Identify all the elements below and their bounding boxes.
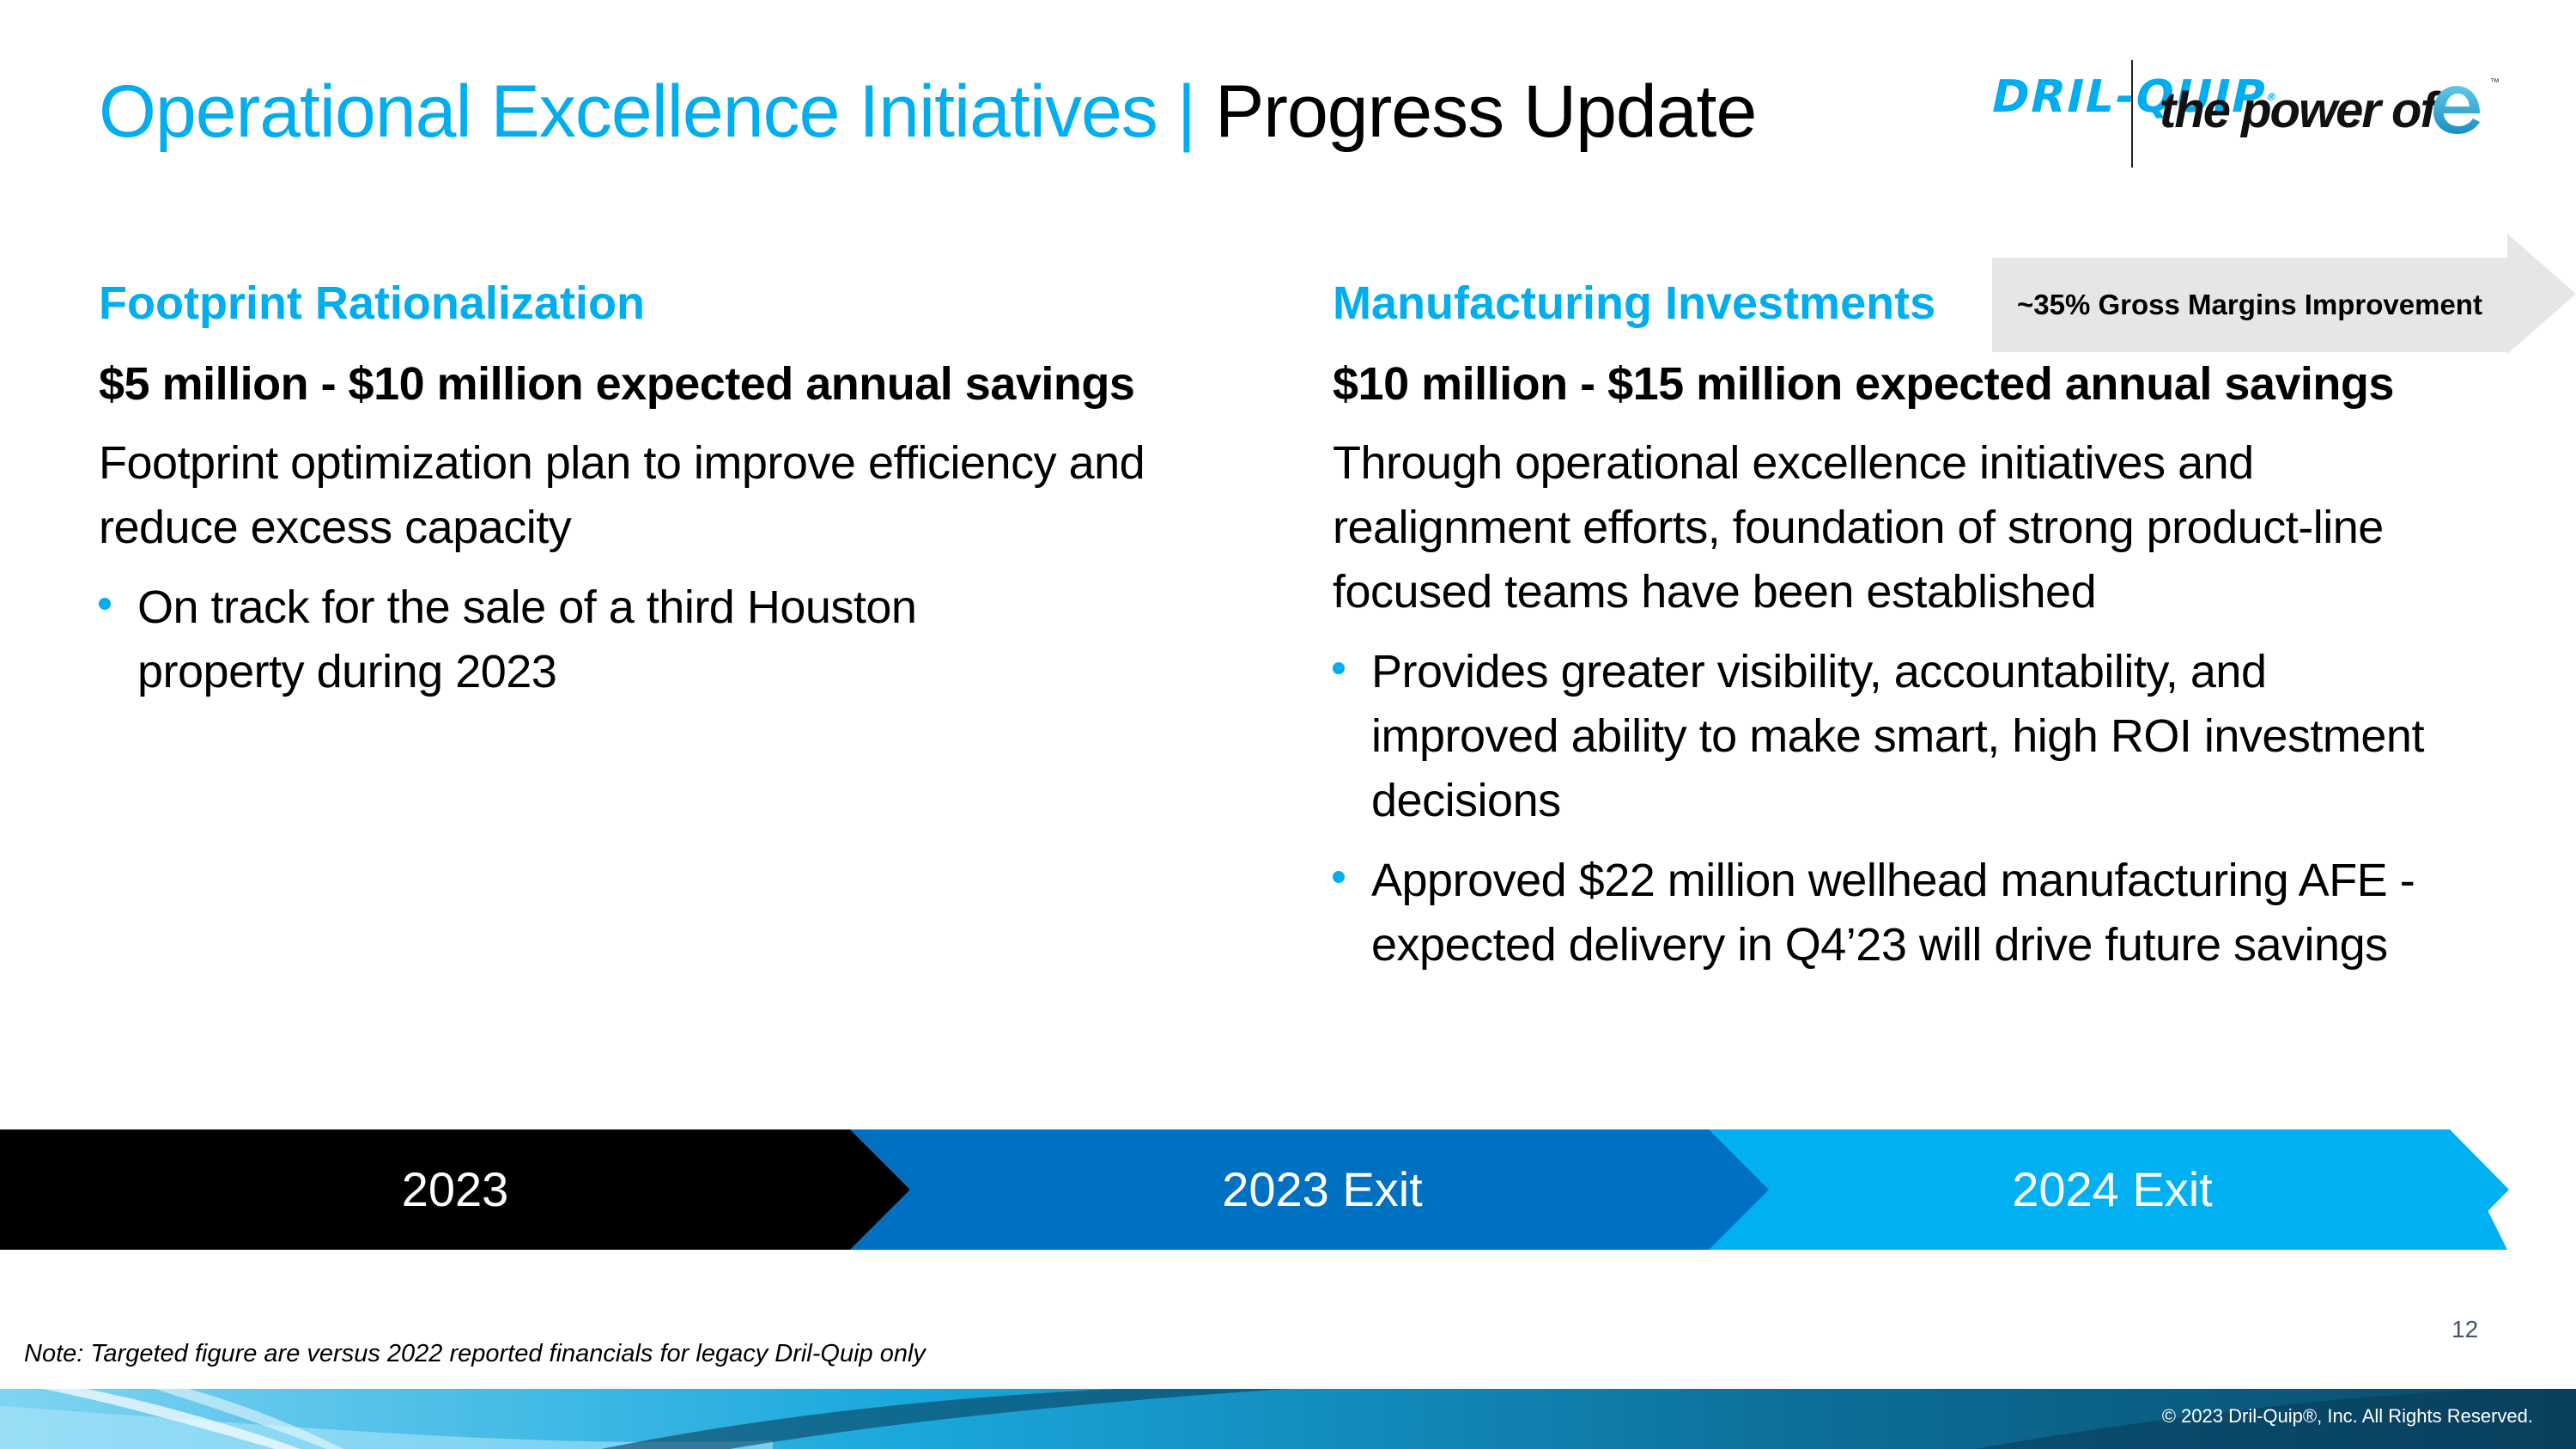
section-heading: Manufacturing Investments xyxy=(1333,277,1936,329)
bullet-list: On track for the sale of a third Houston… xyxy=(99,575,1060,704)
logo-divider xyxy=(2131,60,2133,167)
company-logo: DRIL-QUIP® the power of ™ xyxy=(1984,60,2516,172)
bullet-item: Approved $22 million wellhead manufactur… xyxy=(1333,849,2449,977)
savings-summary: $10 million - $15 million expected annua… xyxy=(1333,358,2394,410)
e-logo-icon xyxy=(2433,86,2480,134)
timeline-stage-2024-exit: 2024 Exit xyxy=(2012,1162,2213,1216)
timeline-bar: 2023 2023 Exit 2024 Exit xyxy=(0,1129,2576,1250)
bullet-item: On track for the sale of a third Houston… xyxy=(99,575,1060,704)
bullet-list: Provides greater visibility, accountabil… xyxy=(1333,640,2449,977)
section-description: Footprint optimization plan to improve e… xyxy=(99,437,1145,553)
section-description: Through operational excellence initiativ… xyxy=(1333,437,2384,618)
savings-summary: $5 million - $10 million expected annual… xyxy=(99,358,1135,410)
bullet-item: Provides greater visibility, accountabil… xyxy=(1333,640,2449,833)
bullet-text: On track for the sale of a third Houston… xyxy=(137,581,917,697)
page-number: 12 xyxy=(2451,1316,2479,1342)
margin-callout-arrow xyxy=(1992,234,2576,354)
bullet-text: Approved $22 million wellhead manufactur… xyxy=(1371,855,2415,971)
logo-tagline: the power of xyxy=(2160,82,2437,138)
footprint-section: Footprint Rationalization $5 million - $… xyxy=(99,273,1241,720)
bullet-icon xyxy=(99,598,111,610)
title-sub: Progress Update xyxy=(1214,70,1757,153)
title-separator: | xyxy=(1176,70,1196,153)
bullet-icon xyxy=(1333,662,1345,674)
timeline-stage-2023-exit: 2023 Exit xyxy=(1222,1162,1423,1216)
trademark: ™ xyxy=(2490,77,2500,88)
title-main: Operational Excellence Initiatives xyxy=(99,70,1158,153)
slide-title: Operational Excellence Initiatives | Pro… xyxy=(99,60,1757,163)
timeline-chevrons xyxy=(0,1129,2509,1250)
margin-callout-text: ~35% Gross Margins Improvement xyxy=(2017,289,2482,320)
footer-decorative-band xyxy=(0,1389,2576,1449)
footnote: Note: Targeted figure are versus 2022 re… xyxy=(24,1340,926,1367)
timeline-stage-2023: 2023 xyxy=(401,1162,509,1216)
manufacturing-section: Manufacturing Investments $10 million - … xyxy=(1333,273,2535,993)
copyright-notice: © 2023 Dril-Quip®, Inc. All Rights Reser… xyxy=(2161,1405,2533,1427)
bullet-icon xyxy=(1333,871,1345,883)
bullet-text: Provides greater visibility, accountabil… xyxy=(1371,646,2424,826)
section-heading: Footprint Rationalization xyxy=(99,277,645,329)
